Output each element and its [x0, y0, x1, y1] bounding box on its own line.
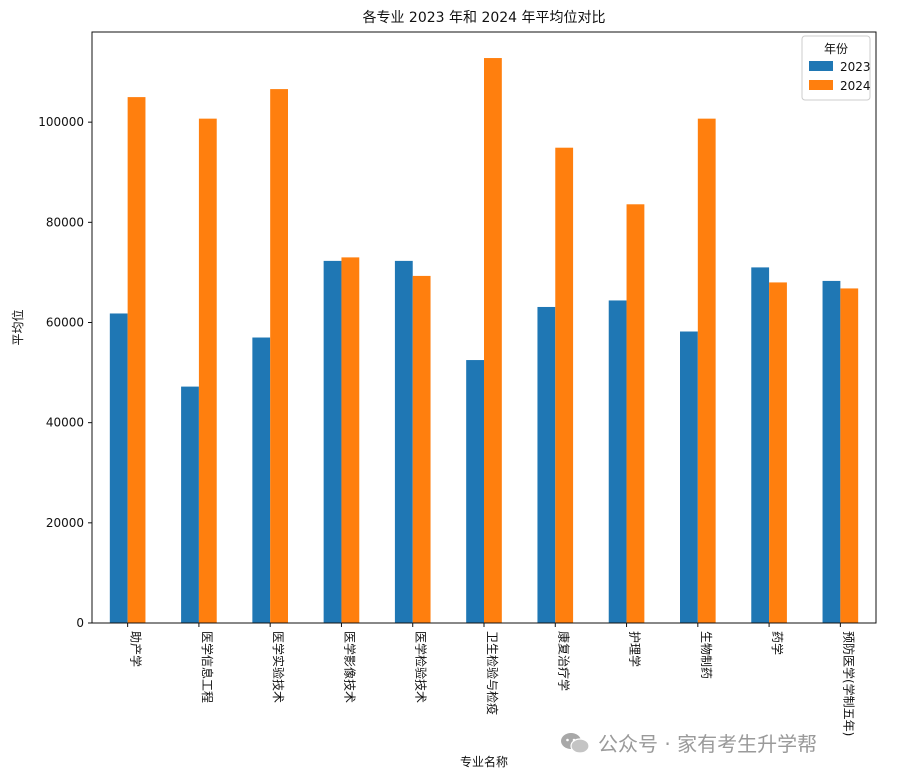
bar-2023-9 — [751, 267, 770, 623]
x-tick-label: 康复治疗学 — [556, 631, 571, 691]
x-axis-label: 专业名称 — [460, 754, 508, 769]
bar-2024-6 — [555, 147, 574, 623]
watermark: 公众号 · 家有考生升学帮 — [560, 728, 817, 757]
x-tick-label: 护理学 — [628, 631, 643, 667]
bar-2024-3 — [341, 257, 360, 623]
x-tick-label: 医学影像技术 — [342, 631, 357, 703]
bar-2023-10 — [822, 280, 841, 623]
x-tick-label: 医学检验技术 — [414, 631, 429, 703]
bar-2024-5 — [484, 58, 502, 623]
bar-2023-3 — [323, 260, 342, 623]
bar-2023-8 — [680, 331, 698, 623]
bar-2023-6 — [537, 306, 556, 623]
chart-title: 各专业 2023 年和 2024 年平均位对比 — [362, 10, 605, 26]
plot-area: 助产学 医学信息工程 医学实验技术 医学影像技术 医学检验技术 卫生检验与检疫 康复治疗学 护… — [38, 31, 877, 736]
bar-2023-0 — [109, 313, 128, 623]
legend-swatch-2023 — [809, 61, 833, 71]
plot-frame — [91, 31, 877, 624]
x-tick-label: 医学实验技术 — [271, 631, 286, 703]
bar-2023-1 — [181, 386, 199, 623]
bar-2023-2 — [252, 337, 271, 623]
y-tick-label: 40000 — [46, 416, 84, 430]
y-tick-label: 100000 — [38, 115, 84, 129]
bar-2024-4 — [412, 275, 431, 623]
x-tick-label: 预防医学(学制五年) — [841, 631, 856, 736]
bar-2023-5 — [466, 360, 484, 623]
legend-label-2023: 2023 — [840, 60, 871, 74]
x-tick-label: 药学 — [770, 631, 785, 655]
bar-2024-10 — [840, 288, 859, 623]
x-tick-label: 生物制药 — [699, 631, 713, 679]
bar-2024-9 — [769, 282, 787, 623]
y-tick-label: 60000 — [46, 315, 84, 329]
bar-2024-2 — [270, 89, 288, 623]
y-tick-label: 0 — [76, 616, 84, 630]
y-tick-label: 20000 — [46, 516, 84, 530]
legend-label-2024: 2024 — [840, 79, 871, 93]
bar-2023-7 — [608, 300, 627, 623]
legend-swatch-2024 — [809, 80, 833, 90]
wechat-icon — [561, 732, 590, 754]
bar-2024-0 — [127, 97, 146, 623]
bar-2023-4 — [394, 260, 413, 623]
x-tick-label: 医学信息工程 — [200, 631, 215, 703]
x-tick-label: 卫生检验与检疫 — [485, 631, 500, 715]
bar-2024-1 — [198, 118, 217, 623]
y-tick-label: 80000 — [46, 215, 84, 229]
legend-title: 年份 — [824, 42, 848, 56]
x-tick-label: 助产学 — [129, 631, 144, 667]
y-axis-label: 平均位 — [10, 309, 25, 345]
legend: 年份 2023 2024 — [801, 35, 871, 101]
bar-2024-7 — [626, 204, 645, 624]
watermark-text: 公众号 · 家有考生升学帮 — [598, 732, 818, 756]
bar-2024-8 — [697, 118, 716, 623]
